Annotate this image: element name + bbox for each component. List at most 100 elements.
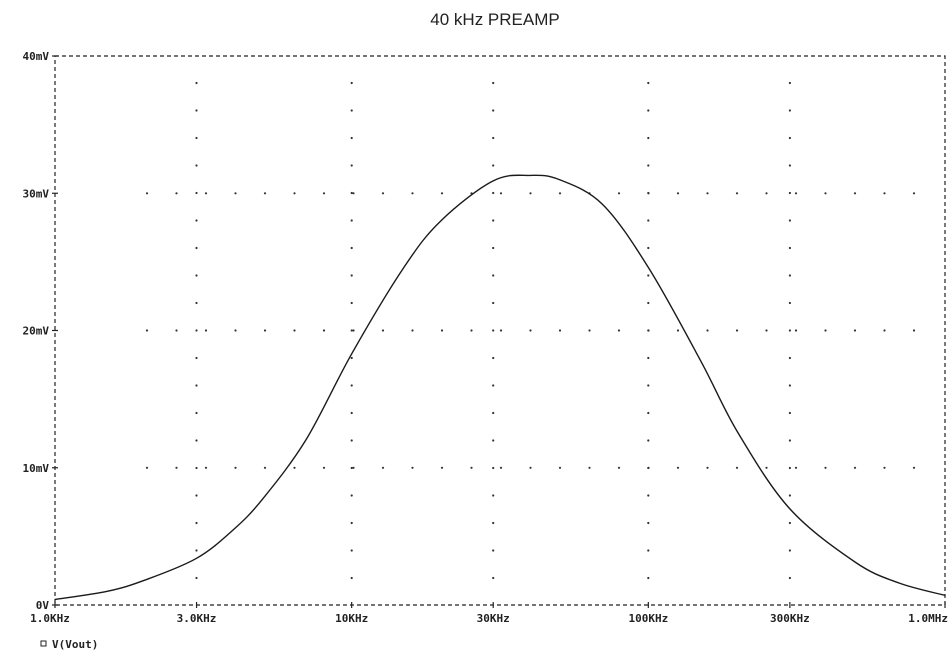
grid-dot (293, 329, 296, 332)
grid-dot (411, 192, 414, 195)
grid-dot (195, 191, 198, 195)
grid-dot (558, 192, 562, 195)
grid-dot (883, 466, 886, 469)
grid-dot (195, 274, 198, 277)
y-tick-label: 10mV (23, 462, 50, 475)
grid-dot (145, 329, 149, 332)
x-tick-label: 10KHz (335, 612, 368, 625)
grid-dot (492, 356, 495, 360)
grid-dot (794, 466, 798, 469)
grid-dot (647, 521, 650, 525)
grid-dot (788, 521, 792, 525)
grid-dot (824, 329, 827, 332)
grid-dot (647, 246, 650, 250)
grid-dot (204, 466, 208, 469)
grid-dot (647, 81, 650, 85)
grid-dot (788, 356, 792, 360)
grid-dot (499, 329, 503, 332)
x-tick-label: 3.0KHz (177, 612, 217, 625)
grid-dot (195, 576, 198, 580)
grid-dot (234, 466, 237, 469)
grid-dot (765, 192, 768, 195)
grid-dot (735, 466, 739, 469)
grid-dot (350, 411, 353, 415)
grid-dot (350, 576, 353, 580)
grid-dot (350, 521, 353, 525)
grid-dot (912, 192, 916, 195)
grid-dot (676, 329, 680, 332)
grid-dot (788, 109, 792, 112)
grid-dot (647, 329, 650, 332)
grid-dot (492, 246, 495, 250)
plot-frame (54, 55, 946, 606)
grid-vline-2 (492, 81, 495, 580)
grid-dot (293, 192, 296, 195)
grid-dot (706, 466, 709, 469)
grid-dot (647, 274, 650, 277)
grid-vline-1 (350, 81, 353, 580)
grid-dot (492, 549, 495, 552)
grid-dot (492, 329, 495, 332)
grid-dot (706, 192, 709, 195)
grid-dot (492, 384, 495, 387)
grid-dot (195, 494, 198, 497)
grid-dot (322, 192, 326, 195)
legend-label-vout: V(Vout) (52, 638, 98, 651)
grid-dot (350, 329, 353, 332)
x-axis: 1.0KHz 3.0KHz 10KHz 30KHz 100KHz 300KHz 1.0MHz (30, 602, 948, 625)
grid-dot (788, 301, 792, 305)
grid-dot (492, 301, 495, 305)
legend-marker-square (40, 640, 47, 647)
grid-dot (883, 329, 886, 332)
grid-dot (647, 219, 650, 222)
grid-dot (350, 384, 353, 387)
grid-dot (794, 329, 798, 332)
y-tick-label: 30mV (23, 187, 50, 200)
grid-dot (350, 219, 353, 222)
grid-dot (647, 136, 650, 140)
grid-dot (195, 81, 198, 85)
grid-dot (322, 466, 326, 469)
grid-dot (175, 192, 178, 195)
grid-dot (350, 164, 353, 167)
x-tick-label: 1.0MHz (908, 612, 948, 625)
x-tick-label: 30KHz (477, 612, 510, 625)
x-tick-label: 1.0KHz (30, 612, 70, 625)
grid-dot (350, 136, 353, 140)
grid-dot (529, 466, 532, 469)
grid-dot (788, 494, 792, 497)
grid-dot (175, 466, 178, 469)
grid-dot (195, 329, 198, 332)
grid-dot (381, 329, 385, 332)
grid-dot (676, 192, 680, 195)
grid-dot (145, 192, 149, 195)
grid-dot (492, 494, 495, 497)
y-tick-label: 40mV (23, 50, 50, 63)
grid-dot (492, 466, 495, 470)
grid-dot (558, 329, 562, 332)
grid-dot (195, 521, 198, 525)
grid-dot (788, 246, 792, 250)
grid-dot (853, 192, 857, 195)
grid-dot (788, 466, 792, 470)
grid-dot (350, 274, 353, 277)
grid-dot (195, 246, 198, 250)
grid-dot (647, 192, 650, 195)
grid-dot (411, 329, 414, 332)
grid-dot (263, 329, 267, 332)
grid-dot (350, 81, 353, 85)
grid-dot (195, 301, 198, 305)
grid-dot (788, 329, 792, 332)
grid-dot (765, 329, 768, 332)
grid-dot (322, 329, 326, 332)
grid-dot (735, 329, 739, 332)
grid-dot (492, 219, 495, 222)
grid-dot (350, 439, 353, 442)
grid-dot (350, 191, 353, 195)
grid-dot (647, 384, 650, 387)
grid-dot (617, 466, 621, 469)
grid-dot (381, 466, 385, 469)
grid-dot (145, 466, 149, 469)
grid-dot (492, 439, 495, 442)
